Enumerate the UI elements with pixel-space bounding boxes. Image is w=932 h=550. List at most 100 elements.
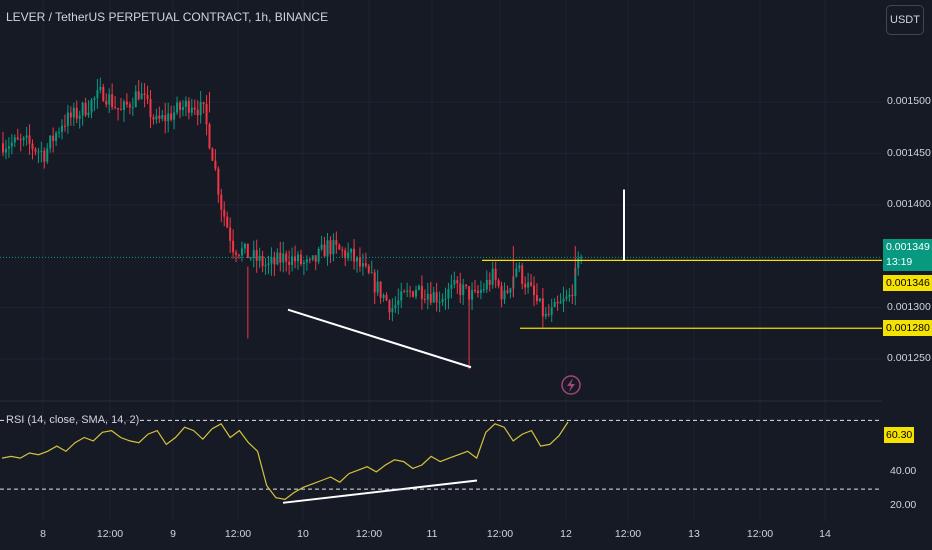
candle-body bbox=[403, 291, 406, 293]
candle-body bbox=[291, 256, 294, 265]
candle-body bbox=[43, 150, 46, 162]
price-tick-label: 0.001250 bbox=[887, 352, 931, 365]
candle-body bbox=[28, 135, 31, 144]
candle-body bbox=[391, 308, 394, 313]
candle-body bbox=[4, 148, 7, 153]
candle-body bbox=[556, 301, 559, 304]
candle-body bbox=[176, 102, 179, 113]
candle-body bbox=[187, 100, 190, 113]
candle-body bbox=[149, 98, 152, 118]
candle-body bbox=[497, 280, 500, 286]
candle-body bbox=[25, 135, 28, 138]
bar-countdown: 13:19 bbox=[886, 256, 913, 268]
candle-body bbox=[49, 135, 52, 149]
horizontal-levels[interactable] bbox=[0, 256, 882, 329]
candle-body bbox=[441, 299, 444, 303]
candle-body bbox=[323, 244, 326, 257]
candle-body bbox=[40, 150, 43, 152]
candle-body bbox=[131, 107, 134, 109]
candle-body bbox=[173, 112, 176, 120]
candle-body bbox=[547, 313, 550, 315]
candle-body bbox=[361, 263, 364, 267]
candle-body bbox=[196, 109, 199, 116]
candle-body bbox=[432, 292, 435, 303]
candle-body bbox=[488, 279, 491, 285]
candle-body bbox=[193, 107, 196, 110]
candle-body bbox=[353, 248, 356, 262]
candle-body bbox=[356, 257, 358, 262]
candle-body bbox=[521, 265, 524, 284]
candlestick-series bbox=[2, 77, 583, 370]
candle-body bbox=[420, 285, 423, 299]
candle-body bbox=[479, 289, 482, 293]
level-price-tag: 0.001346 bbox=[883, 275, 932, 291]
candle-body bbox=[276, 252, 279, 265]
candle-body bbox=[565, 296, 568, 299]
time-tick-label: 11 bbox=[426, 528, 438, 540]
candle-body bbox=[515, 268, 518, 277]
candle-body bbox=[161, 115, 164, 119]
candle-body bbox=[533, 285, 535, 296]
candle-body bbox=[305, 259, 308, 263]
candle-body bbox=[99, 86, 102, 90]
time-tick-label: 12:00 bbox=[614, 528, 642, 540]
candle-body bbox=[261, 255, 264, 266]
candle-body bbox=[128, 104, 131, 108]
candle-body bbox=[503, 290, 506, 300]
candle-body bbox=[181, 106, 184, 111]
rsi-indicator-label[interactable]: RSI (14, close, SMA, 14, 2) bbox=[6, 414, 140, 426]
flash-icon[interactable] bbox=[561, 375, 581, 395]
candle-body bbox=[31, 143, 34, 150]
candle-body bbox=[252, 250, 255, 258]
trendline-drawings[interactable] bbox=[282, 189, 625, 504]
candle-body bbox=[235, 252, 238, 255]
rsi-series bbox=[0, 419, 882, 501]
candle-body bbox=[406, 290, 409, 292]
candle-body bbox=[125, 101, 128, 105]
candle-body bbox=[550, 307, 553, 315]
candle-body bbox=[482, 289, 485, 291]
candle-body bbox=[538, 298, 541, 302]
candle-body bbox=[347, 252, 350, 259]
candle-body bbox=[267, 263, 270, 265]
candle-body bbox=[571, 294, 574, 296]
candle-body bbox=[317, 248, 320, 262]
price-tick-label: 0.001450 bbox=[887, 146, 931, 159]
candle-body bbox=[155, 115, 158, 120]
candle-body bbox=[34, 149, 37, 152]
candle-body bbox=[190, 107, 193, 113]
candle-body bbox=[102, 86, 105, 101]
candle-body bbox=[246, 243, 249, 259]
time-tick-label: 13 bbox=[688, 528, 700, 540]
candle-body bbox=[385, 295, 388, 301]
candle-body bbox=[559, 301, 562, 304]
candle-body bbox=[435, 292, 438, 303]
candle-body bbox=[382, 295, 385, 298]
candle-body bbox=[58, 131, 61, 133]
candle-body bbox=[506, 290, 509, 293]
candle-body bbox=[114, 107, 117, 109]
candle-body bbox=[81, 102, 84, 116]
currency-button[interactable]: USDT bbox=[886, 5, 924, 35]
candle-body bbox=[167, 113, 170, 122]
price-tick-label: 0.001300 bbox=[887, 300, 931, 313]
candle-body bbox=[468, 286, 471, 300]
candle-body bbox=[164, 115, 167, 122]
candle-body bbox=[370, 272, 373, 274]
time-tick-label: 12:00 bbox=[746, 528, 774, 540]
candle-body bbox=[273, 257, 276, 265]
candle-body bbox=[7, 146, 10, 149]
candle-body bbox=[314, 255, 317, 262]
candle-body bbox=[179, 102, 181, 111]
candle-body bbox=[279, 252, 282, 263]
candle-body bbox=[447, 288, 450, 299]
candle-body bbox=[226, 216, 229, 228]
candle-body bbox=[69, 112, 72, 118]
candle-body bbox=[55, 132, 58, 142]
candle-body bbox=[518, 265, 521, 269]
candle-body bbox=[199, 102, 202, 116]
candle-body bbox=[568, 294, 571, 297]
chart-title: LEVER / TetherUS PERPETUAL CONTRACT, 1h,… bbox=[6, 10, 329, 24]
candle-body bbox=[22, 137, 25, 140]
